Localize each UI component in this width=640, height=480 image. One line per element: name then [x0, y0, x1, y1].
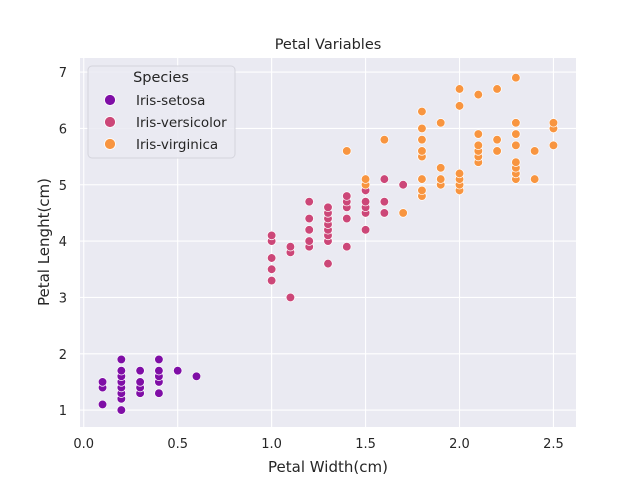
legend-label-iris-versicolor: Iris-versicolor: [136, 115, 227, 131]
point-iris-virginica: [360, 174, 371, 184]
point-iris-virginica: [548, 140, 559, 150]
point-iris-versicolor: [342, 191, 352, 201]
legend: Species Iris-setosa Iris-versicolor Iris…: [87, 65, 236, 159]
point-iris-virginica: [492, 135, 502, 145]
x-tick-label: 0.5: [167, 437, 188, 452]
point-iris-virginica: [511, 157, 521, 167]
point-iris-setosa: [116, 405, 126, 415]
point-iris-virginica: [417, 146, 427, 156]
x-tick-label: 1.0: [261, 437, 282, 452]
y-tick-label: 1: [59, 404, 67, 419]
point-iris-virginica: [511, 118, 521, 128]
point-iris-versicolor: [342, 242, 352, 252]
point-iris-virginica: [511, 73, 521, 83]
point-iris-versicolor: [285, 292, 296, 303]
point-iris-setosa: [154, 388, 164, 398]
point-iris-setosa: [135, 377, 145, 387]
point-iris-virginica: [492, 84, 502, 94]
point-iris-versicolor: [323, 202, 333, 212]
point-iris-virginica: [454, 168, 465, 179]
x-axis-title: Petal Width(cm): [268, 458, 388, 476]
point-iris-virginica: [379, 135, 390, 145]
point-iris-virginica: [342, 146, 352, 156]
x-tick-label: 2.0: [449, 437, 470, 452]
x-tick-label: 1.5: [355, 437, 376, 452]
point-iris-versicolor: [304, 236, 314, 246]
point-iris-setosa: [97, 399, 108, 410]
point-iris-setosa: [97, 377, 108, 387]
point-iris-virginica: [454, 84, 465, 94]
y-tick-label: 7: [59, 66, 67, 81]
y-axis-ticks: 1 2 3 4 5 6 7: [59, 66, 67, 419]
chart-title: Petal Variables: [275, 37, 382, 53]
point-iris-virginica: [492, 146, 502, 156]
point-iris-versicolor: [360, 225, 371, 235]
point-iris-versicolor: [342, 213, 352, 224]
x-axis-ticks: 0.0 0.5 1.0 1.5 2.0 2.5: [73, 437, 563, 452]
point-iris-setosa: [173, 366, 183, 376]
y-tick-label: 4: [59, 235, 67, 250]
point-iris-virginica: [417, 123, 427, 134]
point-iris-virginica: [454, 101, 465, 111]
point-iris-virginica: [436, 118, 446, 128]
y-tick-label: 3: [59, 291, 67, 306]
legend-title: Species: [133, 70, 189, 86]
y-tick-label: 5: [59, 179, 67, 194]
point-iris-versicolor: [304, 225, 314, 235]
legend-label-iris-setosa: Iris-setosa: [136, 93, 205, 109]
point-iris-virginica: [511, 140, 521, 150]
point-iris-versicolor: [266, 253, 277, 263]
point-iris-versicolor: [266, 264, 277, 274]
point-iris-virginica: [473, 129, 483, 139]
point-iris-versicolor: [360, 197, 371, 207]
legend-marker-iris-versicolor: [104, 116, 116, 128]
point-iris-setosa: [154, 354, 164, 365]
point-iris-setosa: [191, 371, 202, 381]
legend-label-iris-virginica: Iris-virginica: [136, 137, 218, 153]
point-iris-versicolor: [266, 230, 277, 241]
point-iris-versicolor: [398, 180, 408, 190]
point-iris-virginica: [417, 135, 427, 145]
point-iris-versicolor: [304, 197, 314, 207]
point-iris-virginica: [548, 118, 559, 128]
point-iris-virginica: [511, 129, 521, 139]
point-iris-virginica: [436, 174, 446, 184]
point-iris-virginica: [530, 174, 540, 184]
point-iris-versicolor: [323, 258, 333, 269]
point-iris-virginica: [436, 163, 446, 173]
legend-marker-iris-virginica: [104, 138, 116, 150]
point-iris-setosa: [154, 366, 164, 376]
y-axis-title: Petal Lenght(cm): [35, 178, 53, 306]
point-iris-versicolor: [304, 213, 314, 224]
point-iris-virginica: [417, 174, 427, 184]
point-iris-virginica: [473, 89, 483, 100]
legend-box: [87, 65, 236, 159]
data-points: [97, 73, 559, 415]
point-iris-virginica: [398, 208, 408, 218]
y-tick-label: 6: [59, 122, 67, 137]
point-iris-versicolor: [379, 208, 390, 218]
point-iris-setosa: [116, 354, 126, 365]
legend-marker-iris-setosa: [104, 94, 116, 106]
point-iris-virginica: [473, 140, 483, 150]
point-iris-versicolor: [285, 242, 296, 252]
x-tick-label: 2.5: [543, 437, 564, 452]
point-iris-setosa: [135, 366, 145, 376]
point-iris-versicolor: [379, 174, 390, 184]
point-iris-setosa: [116, 366, 126, 376]
x-tick-label: 0.0: [73, 437, 94, 452]
point-iris-versicolor: [379, 197, 390, 207]
y-tick-label: 2: [59, 348, 67, 363]
point-iris-virginica: [530, 146, 540, 156]
point-iris-versicolor: [266, 275, 277, 286]
point-iris-virginica: [417, 185, 427, 196]
point-iris-virginica: [417, 106, 427, 117]
